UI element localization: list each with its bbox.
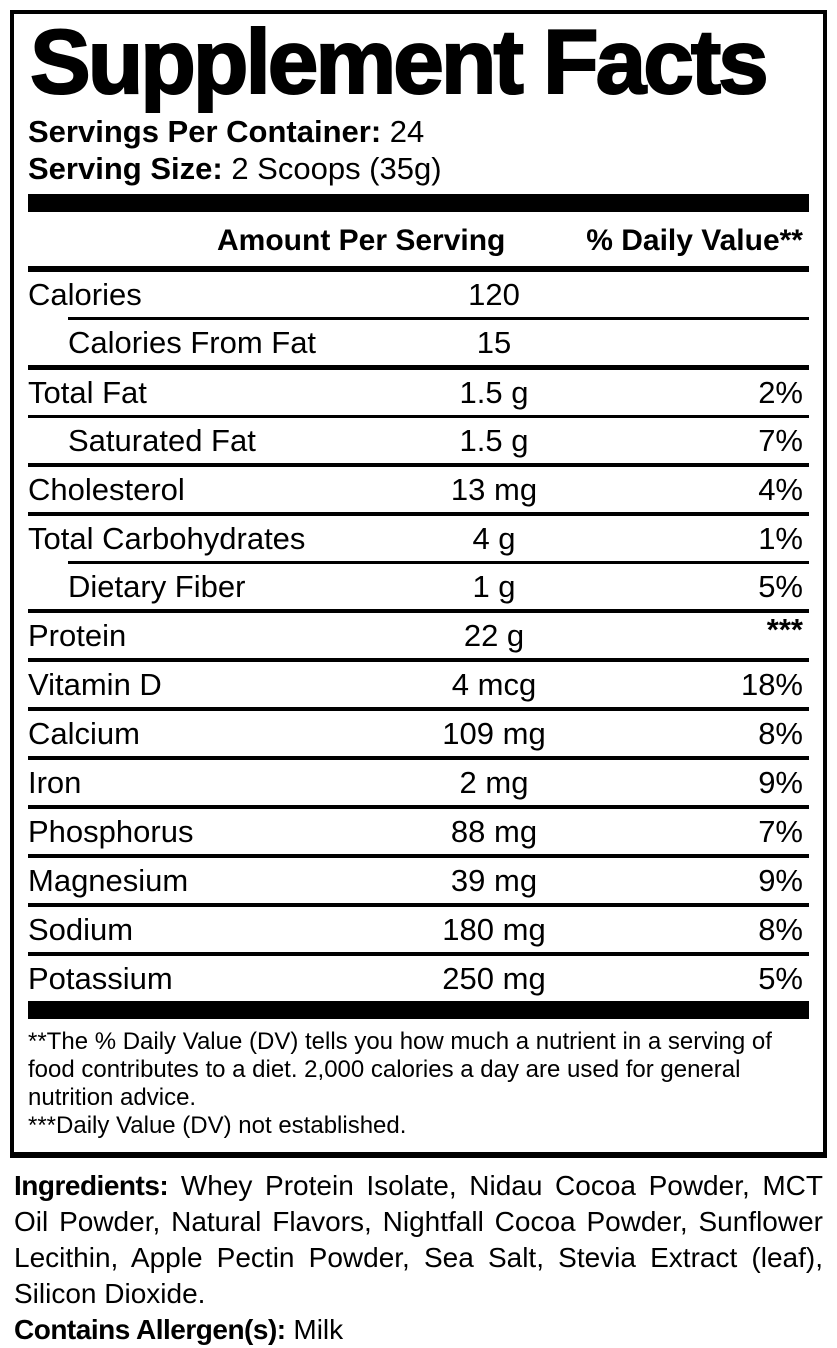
nutrient-label: Calories From Fat xyxy=(68,324,317,360)
nutrient-label: Dietary Fiber xyxy=(68,568,246,604)
daily-value-header: % Daily Value** xyxy=(586,224,803,258)
servings-per-container-row: Servings Per Container: 24 xyxy=(28,113,809,150)
nutrient-label: Magnesium xyxy=(28,862,189,898)
row-separator xyxy=(28,756,809,761)
nutrient-amount: 39 mg xyxy=(450,862,538,898)
row-separator xyxy=(28,903,809,908)
nutrient-dv: *** xyxy=(766,612,803,648)
nutrient-row: Saturated Fat 1.5 g 7% xyxy=(28,418,809,463)
nutrient-label: Calcium xyxy=(28,715,140,751)
nutrient-row: Vitamin D 4 mcg 18% xyxy=(28,662,809,707)
footnotes: **The % Daily Value (DV) tells you how m… xyxy=(28,1019,809,1148)
nutrient-dv: 7% xyxy=(758,422,803,458)
nutrient-label: Cholesterol xyxy=(28,471,185,507)
nutrient-row: Calcium 109 mg 8% xyxy=(28,711,809,756)
nutrient-rows: Calories 120 Calories From Fat 15 Total … xyxy=(28,272,809,1001)
nutrient-row: Cholesterol 13 mg 4% xyxy=(28,467,809,512)
nutrient-label: Saturated Fat xyxy=(68,422,256,458)
footnote-daily-value: **The % Daily Value (DV) tells you how m… xyxy=(28,1028,772,1112)
nutrient-amount: 88 mg xyxy=(450,813,538,849)
nutrient-label: Sodium xyxy=(28,911,134,947)
allergen-value: Milk xyxy=(293,1314,344,1346)
divider-bar-top xyxy=(28,194,809,213)
row-separator xyxy=(28,952,809,957)
nutrient-dv: 2% xyxy=(758,374,803,410)
nutrient-amount: 4 mcg xyxy=(451,666,537,702)
ingredients-paragraph: Ingredients: Whey Protein Isolate, Nidau… xyxy=(14,1168,823,1312)
nutrient-row: Sodium 180 mg 8% xyxy=(28,907,809,952)
nutrient-label: Vitamin D xyxy=(28,666,162,702)
ingredients-label: Ingredients: xyxy=(14,1170,169,1202)
nutrient-label: Total Fat xyxy=(28,374,147,410)
nutrient-amount: 15 xyxy=(476,324,512,360)
nutrient-row: Magnesium 39 mg 9% xyxy=(28,858,809,903)
nutrient-row: Potassium 250 mg 5% xyxy=(28,956,809,1001)
nutrient-amount: 120 xyxy=(468,276,520,312)
table-header: Amount Per Serving % Daily Value** xyxy=(28,212,809,273)
panel-title: Supplement Facts xyxy=(29,12,770,113)
nutrient-dv: 1% xyxy=(758,520,803,556)
nutrient-amount: 109 mg xyxy=(442,715,546,751)
nutrient-dv: 9% xyxy=(758,862,803,898)
nutrient-amount: 250 mg xyxy=(442,960,546,996)
allergen-row: Contains Allergen(s): Milk xyxy=(14,1312,823,1348)
nutrient-amount: 22 g xyxy=(463,617,525,653)
nutrient-amount: 1.5 g xyxy=(459,422,529,458)
nutrient-label: Potassium xyxy=(28,960,173,996)
row-separator xyxy=(28,707,809,712)
nutrient-row: Calories From Fat 15 xyxy=(28,320,809,365)
serving-size-row: Serving Size: 2 Scoops (35g) xyxy=(28,150,809,187)
row-separator xyxy=(28,658,809,663)
serving-size-label: Serving Size: xyxy=(28,151,223,187)
nutrient-dv: 8% xyxy=(758,715,803,751)
nutrient-row: Iron 2 mg 9% xyxy=(28,760,809,805)
ingredients-section: Ingredients: Whey Protein Isolate, Nidau… xyxy=(14,1168,823,1348)
nutrient-row: Phosphorus 88 mg 7% xyxy=(28,809,809,854)
nutrient-dv: 4% xyxy=(758,471,803,507)
nutrient-amount: 1 g xyxy=(472,568,516,604)
servings-per-container-label: Servings Per Container: xyxy=(28,114,382,150)
nutrient-row: Protein 22 g *** xyxy=(28,613,809,658)
servings-per-container-value: 24 xyxy=(389,114,425,150)
row-separator xyxy=(28,415,809,419)
row-separator xyxy=(28,854,809,859)
footnote-not-established: ***Daily Value (DV) not established. xyxy=(28,1112,407,1140)
nutrient-label: Protein xyxy=(28,617,127,653)
supplement-facts-panel: Supplement Facts Servings Per Container:… xyxy=(10,10,827,1159)
nutrient-dv: 5% xyxy=(758,960,803,996)
nutrient-amount: 2 mg xyxy=(459,764,529,800)
divider-bar-bottom xyxy=(28,1001,809,1020)
row-separator xyxy=(28,463,809,468)
serving-size-value: 2 Scoops (35g) xyxy=(231,151,442,187)
nutrient-dv: 5% xyxy=(758,568,803,604)
nutrient-row: Total Carbohydrates 4 g 1% xyxy=(28,516,809,561)
nutrient-amount: 13 mg xyxy=(450,471,538,507)
nutrient-row: Calories 120 xyxy=(28,272,809,317)
nutrient-dv: 7% xyxy=(758,813,803,849)
row-separator xyxy=(28,365,809,371)
row-separator xyxy=(28,512,809,517)
nutrient-label: Phosphorus xyxy=(28,813,194,849)
amount-per-serving-header: Amount Per Serving xyxy=(217,224,506,258)
nutrient-amount: 4 g xyxy=(472,520,516,556)
row-separator xyxy=(68,561,809,565)
nutrient-amount: 1.5 g xyxy=(459,374,529,410)
row-separator xyxy=(28,805,809,810)
nutrient-label: Calories xyxy=(28,276,142,312)
row-separator xyxy=(68,317,809,321)
nutrient-amount: 180 mg xyxy=(442,911,546,947)
nutrient-row: Dietary Fiber 1 g 5% xyxy=(28,564,809,609)
nutrient-dv: 18% xyxy=(740,666,803,702)
nutrient-label: Total Carbohydrates xyxy=(28,520,306,556)
allergen-label: Contains Allergen(s): xyxy=(14,1314,286,1346)
nutrient-row: Total Fat 1.5 g 2% xyxy=(28,370,809,415)
nutrient-label: Iron xyxy=(28,764,82,800)
nutrient-dv: 9% xyxy=(758,764,803,800)
nutrient-dv: 8% xyxy=(758,911,803,947)
row-separator xyxy=(28,609,809,614)
